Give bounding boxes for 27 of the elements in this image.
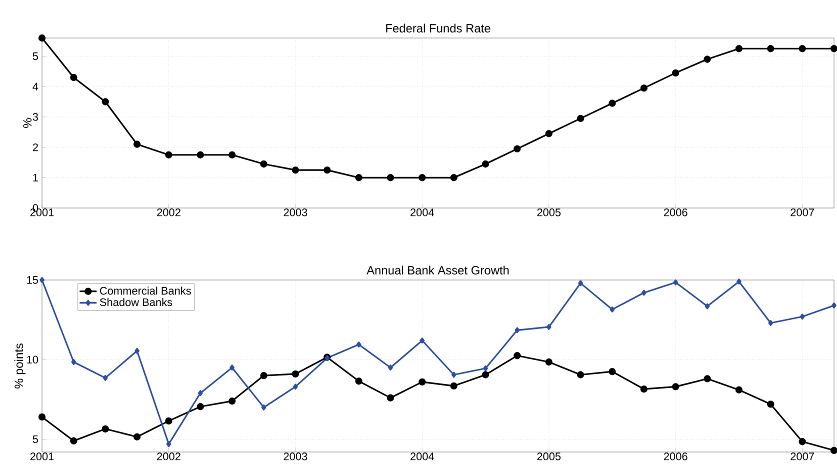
x-tick-label: 2005: [537, 208, 561, 216]
x-tick-label: 2007: [790, 452, 814, 460]
x-tick-label: 2005: [537, 452, 561, 460]
x-tick-label: 2001: [30, 452, 54, 460]
x-tick-label: 2002: [157, 208, 180, 216]
y-tick-label: 15: [27, 276, 38, 284]
y-tick-label: 3: [32, 113, 38, 121]
x-tick-label: 2006: [664, 208, 688, 216]
y-tick-label: 4: [32, 82, 38, 90]
x-tick-label: 2004: [410, 452, 434, 460]
y-tick-label: 5: [32, 52, 38, 60]
legend-label: Commercial Banks: [100, 286, 191, 295]
y-tick-label: 5: [32, 435, 38, 444]
chart-title: Federal Funds Rate: [386, 24, 490, 32]
x-tick-label: 2002: [157, 452, 180, 460]
y-tick-label: 1: [33, 174, 38, 182]
y-axis-title: % points: [14, 344, 26, 389]
y-tick-label: 10: [27, 356, 38, 364]
chart-title: Annual Bank Asset Growth: [366, 266, 509, 274]
y-tick-label: 2: [32, 143, 38, 152]
x-tick-label: 2003: [284, 208, 308, 216]
legend-label: Shadow Banks: [100, 298, 172, 306]
x-tick-label: 2006: [664, 452, 688, 460]
x-tick-label: 2007: [790, 208, 814, 216]
y-axis-title: %: [23, 118, 32, 128]
x-tick-label: 2004: [410, 208, 434, 216]
x-tick-label: 2003: [284, 452, 308, 460]
